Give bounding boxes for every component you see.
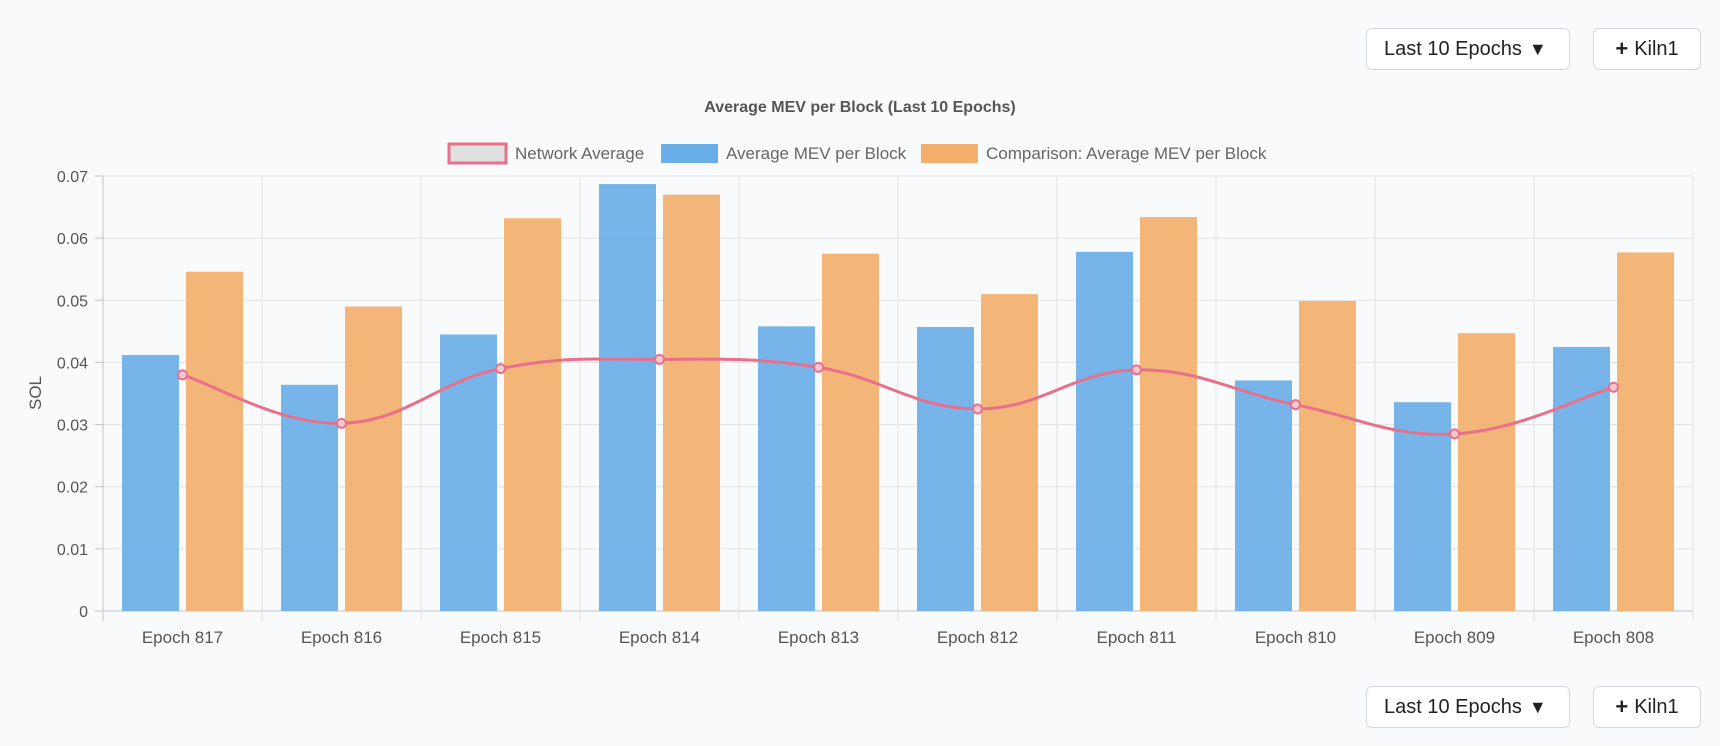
point-network-average-epoch-817[interactable] (177, 369, 188, 381)
epoch-range-label: Last 10 Epochs (1384, 37, 1522, 60)
x-axis-ticks: Epoch 817 Epoch 816 Epoch 815 Epoch 814 Epoc… (142, 628, 1654, 647)
bar-comparison-average-mev-per-block-epoch-817[interactable] (186, 271, 243, 611)
bar-average-mev-per-block-epoch-809[interactable] (1394, 402, 1451, 611)
line-network-average (182, 357, 1614, 436)
chart-legend: Network Average Average MEV per Block Co… (447, 142, 1267, 165)
mev-chart: Average MEV per Block (Last 10 Epochs) N… (26, 99, 1694, 647)
legend-swatch-network-average (447, 142, 508, 165)
x-tick-label: Epoch 810 (1255, 628, 1336, 647)
point-network-average-epoch-815[interactable] (495, 363, 506, 375)
bar-average-mev-per-block-epoch-814[interactable] (599, 184, 656, 612)
bar-comparison-average-mev-per-block-epoch-812[interactable] (981, 294, 1038, 611)
bottom-controls: Last 10 Epochs ▼ + Kiln1 (1366, 686, 1701, 728)
bar-comparison-average-mev-per-block-epoch-816[interactable] (345, 306, 402, 612)
bar-comparison-average-mev-per-block-epoch-811[interactable] (1140, 217, 1197, 611)
add-validator-button[interactable]: + Kiln1 (1593, 28, 1701, 70)
y-tick-label: 0.04 (57, 355, 88, 372)
point-network-average-epoch-809[interactable] (1449, 428, 1460, 440)
x-tick-label: Epoch 811 (1096, 628, 1176, 647)
network-average-line (177, 353, 1619, 440)
chart-title: Average MEV per Block (Last 10 Epochs) (704, 99, 1016, 116)
epoch-range-dropdown[interactable]: Last 10 Epochs ▼ (1366, 28, 1570, 70)
x-tick-label: Epoch 808 (1573, 628, 1654, 647)
bar-average-mev-per-block-epoch-817[interactable] (122, 354, 179, 611)
bar-comparison-average-mev-per-block-epoch-813[interactable] (822, 253, 879, 611)
bar-average-mev-per-block-epoch-810[interactable] (1235, 380, 1292, 611)
point-network-average-epoch-814[interactable] (654, 353, 665, 365)
bar-average-mev-per-block-epoch-815[interactable] (440, 334, 497, 611)
plus-icon: + (1615, 694, 1629, 719)
add-validator-label: Kiln1 (1634, 695, 1679, 718)
x-tick-label: Epoch 816 (301, 628, 382, 647)
y-axis-ticks: 0 0.01 0.02 0.03 0.04 0.05 0.06 0.07 (57, 169, 88, 621)
bar-average-mev-per-block-epoch-816[interactable] (281, 384, 338, 611)
legend-label-network-average: Network Average (515, 144, 644, 163)
legend-label-average-mev: Average MEV per Block (726, 144, 907, 163)
y-tick-label: 0.07 (57, 169, 88, 186)
legend-label-comparison: Comparison: Average MEV per Block (986, 144, 1267, 163)
x-tick-label: Epoch 812 (937, 628, 1018, 647)
y-tick-label: 0 (79, 604, 88, 621)
x-tick-label: Epoch 814 (619, 628, 700, 647)
bar-comparison-average-mev-per-block-epoch-814[interactable] (663, 194, 720, 611)
x-tick-label: Epoch 817 (142, 628, 223, 647)
epoch-range-dropdown-bottom[interactable]: Last 10 Epochs ▼ (1366, 686, 1570, 728)
x-tick-label: Epoch 813 (778, 628, 859, 647)
bar-comparison-average-mev-per-block-epoch-809[interactable] (1458, 333, 1515, 611)
caret-down-icon: ▼ (1528, 38, 1547, 59)
bar-comparison-average-mev-per-block-epoch-810[interactable] (1299, 300, 1356, 611)
x-tick-label: Epoch 809 (1414, 628, 1495, 647)
bar-average-mev-per-block-epoch-813[interactable] (758, 326, 815, 611)
x-tick-label: Epoch 815 (460, 628, 541, 647)
point-network-average-epoch-813[interactable] (813, 361, 824, 373)
epoch-range-label: Last 10 Epochs (1384, 695, 1522, 718)
legend-item-comparison[interactable]: Comparison: Average MEV per Block (921, 144, 1267, 163)
bar-comparison-average-mev-per-block-epoch-808[interactable] (1617, 252, 1674, 611)
add-validator-button-bottom[interactable]: + Kiln1 (1593, 686, 1701, 728)
bar-average-mev-per-block-epoch-811[interactable] (1076, 251, 1133, 612)
y-tick-label: 0.02 (57, 480, 88, 497)
legend-swatch-comparison (921, 144, 978, 163)
y-tick-label: 0.03 (57, 418, 88, 435)
plus-icon: + (1615, 36, 1629, 61)
bar-comparison-average-mev-per-block-epoch-815[interactable] (504, 218, 561, 611)
top-controls: Last 10 Epochs ▼ + Kiln1 (1366, 28, 1701, 70)
point-network-average-epoch-812[interactable] (972, 403, 983, 415)
y-tick-label: 0.05 (57, 293, 88, 310)
y-axis-label: SOL (26, 376, 45, 410)
point-network-average-epoch-808[interactable] (1608, 381, 1619, 393)
legend-swatch-average-mev (661, 144, 718, 163)
point-network-average-epoch-816[interactable] (336, 417, 347, 429)
y-tick-label: 0.06 (57, 231, 88, 248)
add-validator-label: Kiln1 (1634, 37, 1679, 60)
legend-item-average-mev[interactable]: Average MEV per Block (661, 144, 907, 163)
point-network-average-epoch-811[interactable] (1131, 364, 1142, 376)
bar-average-mev-per-block-epoch-812[interactable] (917, 327, 974, 611)
y-tick-label: 0.01 (57, 542, 88, 559)
caret-down-icon: ▼ (1528, 696, 1547, 717)
legend-item-network-average[interactable]: Network Average (447, 142, 644, 165)
bar-average-mev-per-block-epoch-808[interactable] (1553, 346, 1610, 611)
point-network-average-epoch-810[interactable] (1290, 399, 1301, 411)
